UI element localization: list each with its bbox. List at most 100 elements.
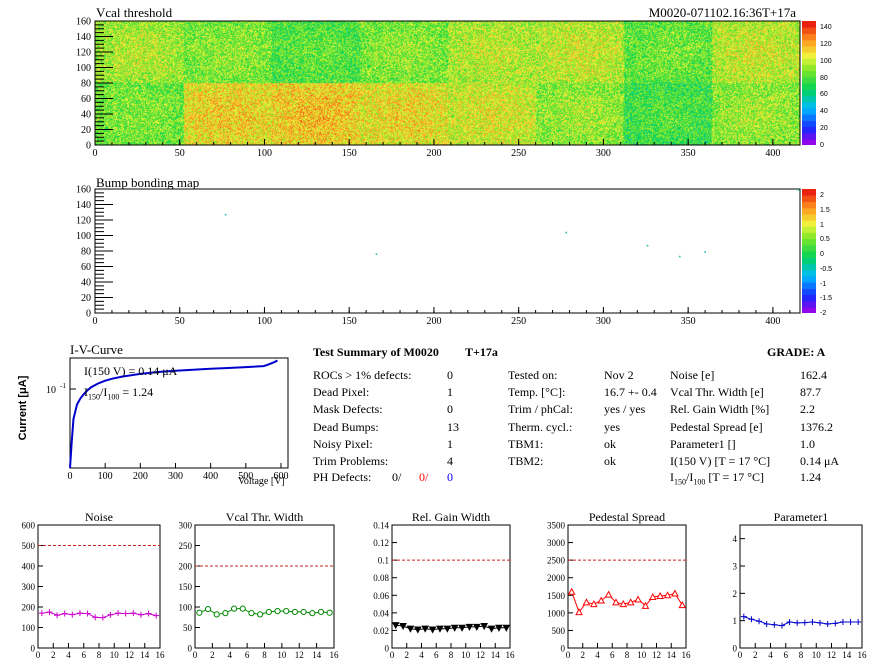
plot-point — [122, 610, 129, 617]
plot-point — [824, 620, 831, 627]
plot-point — [317, 608, 325, 616]
plot-point — [399, 623, 407, 631]
plot-xtick-label: 14 — [842, 650, 852, 660]
bump-xtick-label: 400 — [765, 316, 780, 327]
plot-title: Vcal Thr. Width — [226, 510, 303, 524]
plot-xtick-label: 0 — [193, 650, 198, 660]
plot-xtick-label: 10 — [277, 650, 287, 660]
plot-point — [778, 622, 785, 629]
ph-defects-value-2: 0/ — [419, 470, 429, 484]
plot-ytick-label: 1000 — [547, 608, 566, 618]
info-label: Therm. cycl.: — [508, 419, 573, 434]
vcal-palette-label: 60 — [820, 91, 828, 99]
bump-axes: 0 50 100 150 200 250 300 350 400 0 20 40 60 80 100 120 1… — [76, 185, 801, 327]
bump-defect-point — [646, 244, 649, 247]
plot-xtick-label: 12 — [295, 650, 304, 660]
plot-xtick-label: 6 — [82, 650, 87, 660]
info-value: yes / yes — [604, 402, 646, 417]
plot-xtick-label: 14 — [140, 650, 150, 660]
info-value: yes — [604, 419, 620, 434]
iv-xtick-label: 200 — [133, 471, 148, 482]
plot-ytick-label: 2500 — [547, 556, 566, 566]
plot-point — [740, 613, 747, 620]
plot-point — [626, 598, 635, 606]
plot-ytick-label: 1 — [733, 616, 738, 626]
plot-ytick-label: 150 — [179, 582, 193, 592]
vcal-xtick-label: 100 — [257, 148, 272, 159]
plot-title: Rel. Gain Width — [412, 510, 490, 524]
plot-point — [502, 624, 511, 632]
bump-palette-label: 2 — [820, 192, 824, 199]
plot-xtick-label: 8 — [799, 650, 804, 660]
defect-value: 0 — [447, 402, 453, 417]
grade-label: GRADE: A — [767, 345, 826, 359]
ratio-mid: /I — [686, 470, 694, 484]
plot-point — [257, 611, 264, 618]
defect-label: Mask Defects: — [313, 402, 383, 417]
info-value: ok — [604, 436, 616, 451]
vcal-palette-label: 20 — [820, 125, 828, 133]
plot-ytick-label: 50 — [183, 623, 193, 633]
info-label: Trim / phCal: — [508, 402, 573, 417]
plot-point — [204, 605, 212, 613]
metric-label: Vcal Thr. Width [e] — [670, 385, 764, 400]
vcal-heatmap — [95, 21, 800, 145]
ratio-value: 1.24 — [800, 470, 821, 484]
summary-temp-tag: T+17a — [465, 345, 498, 359]
plot-point — [794, 619, 801, 626]
plot-point — [428, 626, 437, 634]
plot-point — [648, 592, 657, 601]
plot-xtick-label: 6 — [434, 650, 439, 660]
vcal-frame — [94, 20, 801, 146]
vcal-palette-labels: 0 20 40 60 80 100 120 140 — [818, 21, 848, 149]
plot-point — [265, 608, 272, 616]
plot-point — [748, 616, 755, 623]
plot-point — [443, 625, 452, 633]
vcal-color-palette — [802, 21, 816, 145]
vcal-palette-label: 140 — [820, 24, 832, 31]
metric-value: 1.0 — [800, 436, 815, 451]
metric-label: Noise [e] — [670, 368, 715, 382]
iv-ratio-value: = 1.24 — [119, 385, 154, 399]
defect-label: Dead Pixel: — [313, 385, 370, 400]
bump-map-title: Bump bonding map — [96, 175, 200, 190]
plot-xtick-label: 16 — [506, 650, 516, 660]
bump-ytick-label: 140 — [76, 200, 91, 211]
info-label: Tested on: — [508, 368, 558, 382]
plot-ytick-label: 600 — [22, 521, 36, 531]
plot-ytick-label: 0 — [733, 644, 738, 654]
bump-defect-point — [704, 251, 706, 253]
plot-xtick-label: 10 — [812, 650, 822, 660]
plot-xtick-label: 0 — [36, 650, 41, 660]
plot-point — [656, 591, 665, 599]
info-value: 16.7 +- 0.4 — [604, 385, 657, 400]
vcal-palette-label: 0 — [820, 142, 824, 149]
plot-ytick-label: 3000 — [547, 538, 566, 548]
plot-ytick-label: 0.12 — [373, 538, 389, 548]
bump-palette-label: 0.5 — [820, 236, 830, 244]
plot-point — [248, 610, 255, 617]
bump-palette-labels: -2 -1.5 -1 -0.5 0 0.5 1 1.5 2 — [818, 189, 848, 317]
bump-ytick-label: 120 — [76, 216, 91, 227]
plot-point — [84, 610, 91, 617]
defect-label: Noisy Pixel: — [313, 436, 373, 451]
plot-xtick-label: 2 — [210, 650, 215, 660]
metric-label: Parameter1 [] — [670, 436, 736, 451]
defect-value: 0 — [447, 368, 453, 382]
plot-series-line — [571, 591, 683, 614]
iv-ratio-sub1: 150 — [88, 392, 100, 402]
plot-xtick-label: 12 — [652, 650, 661, 660]
plot-point — [69, 611, 76, 618]
metric-value: 1376.2 — [800, 419, 833, 434]
plot-point — [671, 589, 679, 597]
plot-ytick-label: 250 — [179, 541, 193, 551]
plot-xtick-label: 0 — [738, 650, 743, 660]
plot-xtick-label: 10 — [110, 650, 120, 660]
bump-palette-label: -1 — [820, 280, 827, 288]
iv-plot: 0 100 200 300 400 500 600 10 -1 — [46, 357, 289, 482]
bump-defect-point — [375, 253, 378, 255]
vcal-ytick-label: 20 — [81, 125, 91, 136]
plot-point — [495, 624, 503, 632]
plot-ytick-label: 500 — [22, 541, 36, 551]
plot-ytick-label: 300 — [22, 582, 36, 592]
